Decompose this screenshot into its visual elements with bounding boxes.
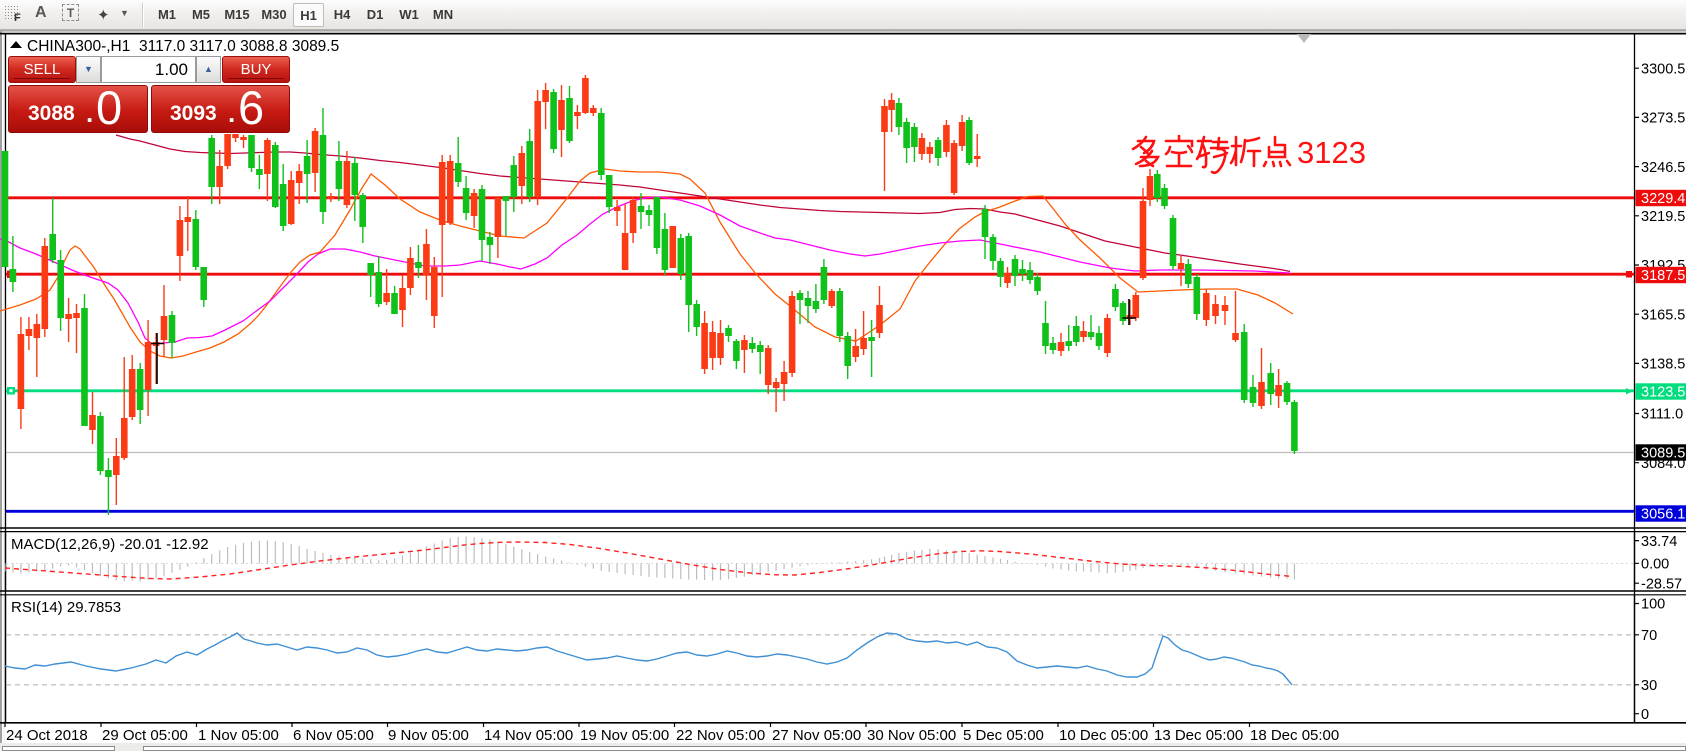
svg-text:3300.5: 3300.5 bbox=[1641, 61, 1685, 77]
svg-text:30 Nov 05:00: 30 Nov 05:00 bbox=[867, 727, 956, 744]
svg-text:29 Oct 05:00: 29 Oct 05:00 bbox=[102, 727, 188, 744]
svg-text:3111.0: 3111.0 bbox=[1641, 407, 1683, 423]
svg-text:3273.5: 3273.5 bbox=[1641, 111, 1685, 127]
svg-text:0: 0 bbox=[1641, 707, 1649, 723]
svg-text:1 Nov 05:00: 1 Nov 05:00 bbox=[198, 727, 279, 744]
svg-text:3187.5: 3187.5 bbox=[1641, 268, 1685, 284]
svg-text:3056.1: 3056.1 bbox=[1641, 507, 1685, 523]
svg-text:-28.57: -28.57 bbox=[1641, 576, 1682, 592]
svg-text:19 Nov 05:00: 19 Nov 05:00 bbox=[580, 727, 669, 744]
svg-text:100: 100 bbox=[1641, 597, 1665, 613]
svg-text:3138.5: 3138.5 bbox=[1641, 357, 1685, 373]
svg-text:6 Nov 05:00: 6 Nov 05:00 bbox=[293, 727, 374, 744]
svg-text:MACD(12,26,9) -20.01 -12.92: MACD(12,26,9) -20.01 -12.92 bbox=[11, 536, 209, 553]
svg-text:70: 70 bbox=[1641, 628, 1657, 644]
svg-text:14 Nov 05:00: 14 Nov 05:00 bbox=[484, 727, 573, 744]
svg-text:3219.5: 3219.5 bbox=[1641, 209, 1685, 225]
svg-text:9 Nov 05:00: 9 Nov 05:00 bbox=[388, 727, 469, 744]
svg-text:CHINA300-,H1 3117.0 3117.0 30: CHINA300-,H1 3117.0 3117.0 3088.8 3089.5 bbox=[27, 38, 339, 55]
svg-text:18 Dec 05:00: 18 Dec 05:00 bbox=[1250, 727, 1339, 744]
svg-text:3229.4: 3229.4 bbox=[1641, 191, 1685, 207]
svg-text:3089.5: 3089.5 bbox=[1641, 446, 1685, 462]
svg-text:3123.5: 3123.5 bbox=[1641, 385, 1685, 401]
svg-text:3165.5: 3165.5 bbox=[1641, 307, 1685, 323]
svg-text:3123: 3123 bbox=[1297, 135, 1366, 170]
svg-text:24 Oct 2018: 24 Oct 2018 bbox=[6, 727, 88, 744]
svg-text:30: 30 bbox=[1641, 678, 1657, 694]
svg-text:10 Dec 05:00: 10 Dec 05:00 bbox=[1059, 727, 1148, 744]
svg-text:22 Nov 05:00: 22 Nov 05:00 bbox=[676, 727, 765, 744]
svg-text:0.00: 0.00 bbox=[1641, 557, 1669, 573]
svg-text:3246.5: 3246.5 bbox=[1641, 160, 1685, 176]
svg-text:5 Dec 05:00: 5 Dec 05:00 bbox=[963, 727, 1044, 744]
svg-text:33.74: 33.74 bbox=[1641, 534, 1677, 550]
svg-text:27 Nov 05:00: 27 Nov 05:00 bbox=[772, 727, 861, 744]
svg-text:13 Dec 05:00: 13 Dec 05:00 bbox=[1154, 727, 1243, 744]
svg-text:RSI(14) 29.7853: RSI(14) 29.7853 bbox=[11, 599, 121, 616]
